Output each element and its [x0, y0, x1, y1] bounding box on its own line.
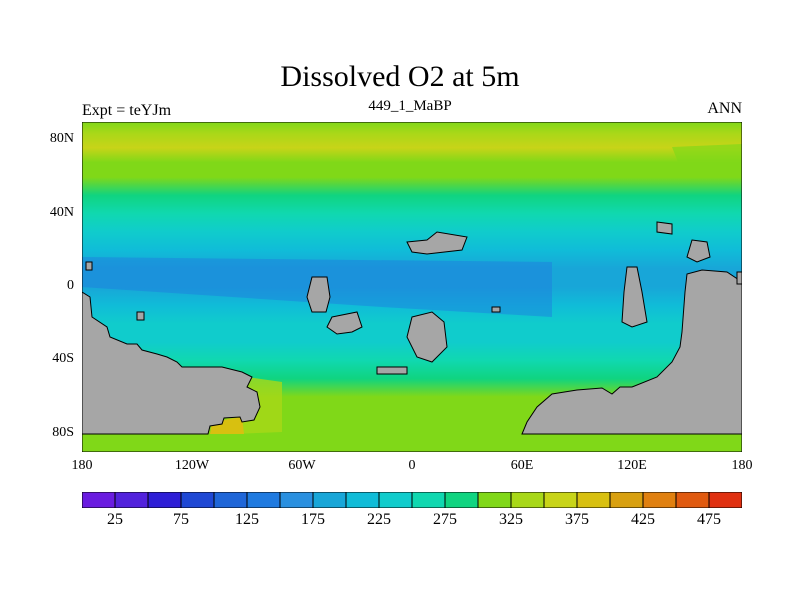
island-2	[326, 311, 363, 335]
island-12	[736, 271, 742, 285]
colorbar-tick-label: 25	[107, 511, 123, 528]
season-label: ANN	[707, 100, 742, 117]
colorbar-tick-label: 225	[367, 511, 391, 528]
colorbar-swatch	[510, 492, 545, 508]
north-pacific-patch	[672, 144, 742, 177]
colorbar-swatch	[82, 492, 116, 508]
colorbar-tick-label: 175	[301, 511, 325, 528]
colorbar-tick-label: 425	[631, 511, 655, 528]
plot-title: Dissolved O2 at 5m	[280, 60, 520, 93]
colorbar-swatch	[345, 492, 380, 508]
colorbar-swatch	[576, 492, 611, 508]
colorbar-swatch	[147, 492, 182, 508]
colorbar-swatch	[180, 492, 215, 508]
island-3	[406, 231, 468, 255]
colorbar-tick-label: 475	[697, 511, 721, 528]
colorbar-swatch	[114, 492, 149, 508]
colorbar-tick-label: 125	[235, 511, 259, 528]
island-6	[656, 221, 673, 235]
colorbar-swatch	[378, 492, 413, 508]
y-tick-label: 0	[67, 278, 74, 293]
y-tick-label: 80S	[52, 424, 74, 440]
island-10	[491, 306, 501, 313]
colorbar-swatch	[477, 492, 512, 508]
x-tick-label: 60W	[288, 458, 316, 473]
colorbar-swatch	[312, 492, 347, 508]
land-southwest	[82, 291, 261, 435]
colorbar-tick-label: 325	[499, 511, 523, 528]
land-southeast	[521, 269, 742, 435]
y-tick-label: 40S	[52, 351, 74, 367]
colorbar-swatch	[708, 492, 742, 508]
colorbar-swatch	[213, 492, 248, 508]
colorbar-swatch	[411, 492, 446, 508]
island-7	[686, 239, 711, 263]
colorbar-swatch	[543, 492, 578, 508]
colorbar-swatch	[444, 492, 479, 508]
island-1	[306, 276, 331, 313]
plot-subtitle: 449_1_MaBP	[368, 98, 452, 114]
x-tick-label: 180	[71, 458, 93, 473]
island-4	[406, 311, 448, 363]
x-tick-label: 120E	[617, 458, 647, 473]
colorbar-swatch	[642, 492, 677, 508]
colorbar-tick-label: 75	[173, 511, 189, 528]
colorbar-tick-label: 375	[565, 511, 589, 528]
colorbar-swatch	[246, 492, 281, 508]
ocean-oxygen-map	[82, 122, 742, 452]
x-tick-label: 120W	[174, 458, 210, 473]
colorbar-swatch	[675, 492, 710, 508]
colorbar-swatch	[279, 492, 314, 508]
x-tick-label: 180	[731, 458, 753, 473]
land-masses	[82, 221, 742, 435]
y-tick-label: 80N	[49, 131, 74, 147]
island-5	[621, 266, 648, 328]
colorbar	[82, 492, 742, 508]
island-11	[136, 311, 145, 321]
colorbar-swatch	[609, 492, 644, 508]
island-9	[85, 261, 93, 271]
island-8	[376, 366, 408, 375]
x-tick-label: 0	[408, 458, 416, 473]
x-tick-label: 60E	[510, 458, 534, 473]
y-tick-label: 40N	[49, 204, 74, 220]
experiment-label: Expt = teYJm	[82, 102, 172, 119]
colorbar-tick-label: 275	[433, 511, 457, 528]
